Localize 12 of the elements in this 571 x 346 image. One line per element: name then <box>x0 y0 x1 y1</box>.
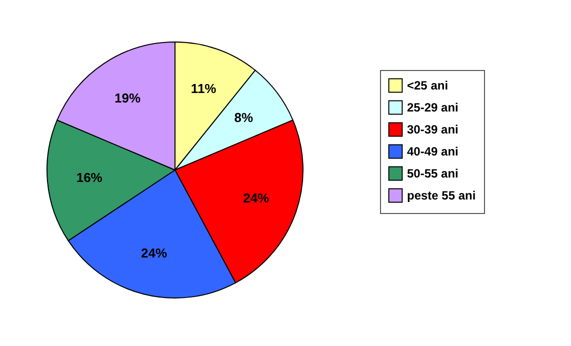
legend-label: peste 55 ani <box>407 188 476 202</box>
legend-label: 40-49 ani <box>407 144 458 158</box>
legend-label: 30-39 ani <box>407 122 458 136</box>
data-label: 11% <box>190 80 217 96</box>
data-label: 16% <box>76 170 103 185</box>
data-label: 19% <box>114 90 141 106</box>
legend-label: <25 ani <box>407 78 448 92</box>
data-label: 8% <box>234 110 254 126</box>
data-label: 24% <box>141 245 168 260</box>
legend-label: 50-55 ani <box>407 166 458 180</box>
legend-label: 25-29 ani <box>407 100 458 114</box>
data-label: 24% <box>243 190 270 206</box>
